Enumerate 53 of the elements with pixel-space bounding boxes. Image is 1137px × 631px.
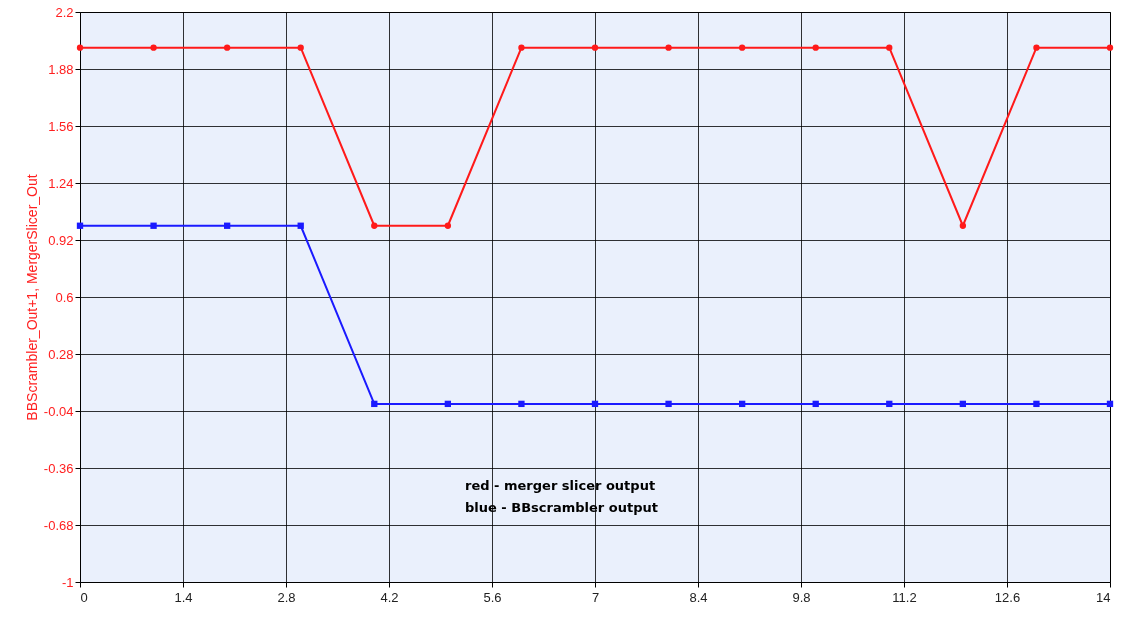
point: [812, 44, 819, 51]
point: [1033, 400, 1040, 408]
point: [886, 44, 893, 51]
point: [1106, 44, 1114, 51]
point: [444, 222, 452, 229]
point: [76, 44, 84, 51]
point: [665, 44, 672, 51]
point: [297, 44, 304, 51]
y-tick-label: 0.28: [48, 346, 74, 362]
point: [812, 400, 819, 408]
y-tick-label: 1.56: [48, 118, 74, 134]
x-tick-label: 9.8: [792, 589, 811, 605]
x-tick-label: 1.4: [174, 589, 193, 605]
y-tick-label: 0.6: [55, 289, 74, 305]
point: [1106, 400, 1114, 408]
point: [959, 400, 967, 408]
point: [371, 400, 378, 408]
point: [444, 400, 452, 408]
y-tick-label: -0.36: [43, 460, 74, 476]
point: [591, 44, 599, 51]
point: [223, 222, 231, 229]
point: [518, 400, 525, 408]
point: [738, 400, 746, 408]
y-tick-label: 1.24: [48, 175, 74, 191]
point: [150, 222, 157, 229]
point: [297, 222, 304, 229]
y-axis-title: BBScrambler_Out+1, MergerSlicer_Out: [23, 174, 40, 421]
point: [738, 44, 746, 51]
point: [150, 44, 157, 51]
point: [959, 222, 967, 229]
x-tick-label: 2.8: [277, 589, 296, 605]
x-tick-label: 0: [80, 589, 88, 605]
x-tick-label: 11.2: [892, 589, 917, 605]
x-tick-label: 12.6: [994, 589, 1021, 605]
y-tick-label: -0.04: [43, 403, 74, 419]
point: [518, 44, 525, 51]
y-tick-label: -1: [61, 574, 74, 590]
point: [223, 44, 231, 51]
x-tick-label: 8.4: [689, 589, 708, 605]
point: [665, 400, 672, 408]
x-tick-label: 5.6: [483, 589, 502, 605]
point: [591, 400, 599, 408]
x-tick-label: 14: [1096, 589, 1111, 605]
y-tick-label: -0.68: [43, 517, 74, 533]
point: [371, 222, 378, 229]
y-tick-label: 0.92: [48, 232, 74, 248]
y-tick-label: 2.2: [55, 4, 74, 20]
point: [886, 400, 893, 408]
point: [76, 222, 84, 229]
x-tick-label: 4.2: [380, 589, 399, 605]
y-tick-label: 1.88: [48, 61, 74, 77]
x-tick-label: 7: [591, 589, 600, 605]
point: [1033, 44, 1040, 51]
